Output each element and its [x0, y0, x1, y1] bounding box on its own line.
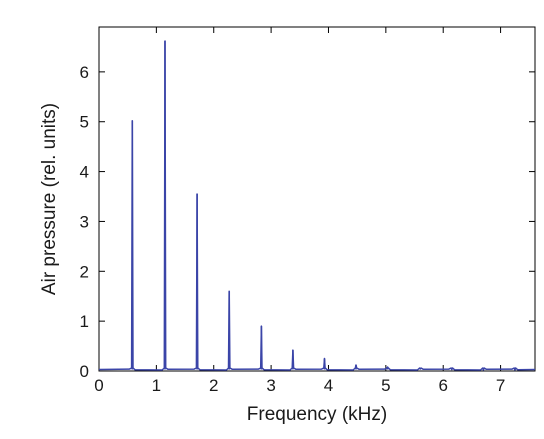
x-tick-label: 0 [94, 376, 103, 395]
y-tick-label: 2 [80, 262, 89, 281]
y-tick-label: 5 [80, 113, 89, 132]
x-tick-label: 3 [266, 376, 275, 395]
y-tick-label: 0 [80, 362, 89, 381]
y-tick-label: 1 [80, 312, 89, 331]
spectrum-line [98, 40, 536, 371]
y-tick-labels: 0 1 2 3 4 5 6 [80, 63, 89, 381]
x-tick-label: 1 [152, 376, 161, 395]
peak-marks [131, 40, 516, 371]
y-tick-label: 3 [80, 212, 89, 231]
x-tick-label: 4 [324, 376, 333, 395]
x-axis-label: Frequency (kHz) [247, 404, 387, 425]
x-tick-label: 2 [209, 376, 218, 395]
x-tick-labels: 0 1 2 3 4 5 6 7 [94, 376, 505, 395]
y-tick-label: 4 [80, 163, 89, 182]
y-axis-label: Air pressure (rel. units) [39, 103, 60, 295]
plot-frame [98, 26, 536, 372]
y-tick-label: 6 [80, 63, 89, 82]
x-tick-label: 6 [438, 376, 447, 395]
x-tick-label: 7 [496, 376, 505, 395]
x-tick-label: 5 [381, 376, 390, 395]
